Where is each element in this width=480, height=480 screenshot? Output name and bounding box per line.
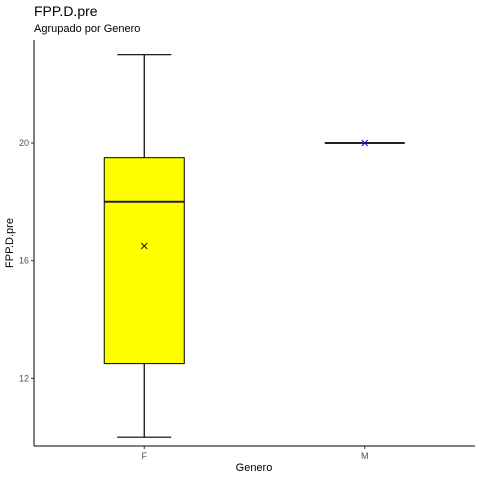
- x-tick-label: F: [142, 451, 148, 461]
- y-axis-title: FPP.D.pre: [4, 218, 16, 268]
- y-tick-label: 16: [19, 256, 29, 266]
- mean-marker: [140, 242, 148, 250]
- y-tick-label: 12: [19, 373, 29, 383]
- chart-subtitle: Agrupado por Genero: [34, 23, 140, 35]
- x-axis-title: Genero: [236, 462, 273, 474]
- mean-marker: [361, 139, 369, 147]
- box-iqr: [103, 157, 185, 365]
- chart-title: FPP.D.pre: [34, 3, 98, 19]
- plot-area: 12 16 20 F M: [19, 40, 475, 461]
- y-tick-label: 20: [19, 138, 29, 148]
- x-tick-label: M: [361, 451, 369, 461]
